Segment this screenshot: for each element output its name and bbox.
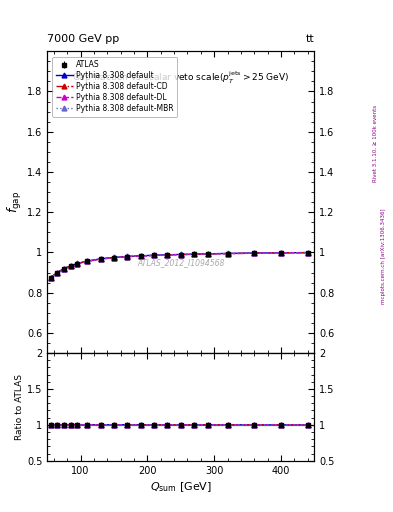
Pythia 8.308 default (165, 252, 170, 258)
Text: Gap fraction vs scalar veto scale($p_T^{\rm jets}>25$ GeV): Gap fraction vs scalar veto scale($p_T^{… (72, 69, 289, 86)
Pythia 8.308 default-DL (68, 263, 73, 269)
Pythia 8.308 default-MBR (55, 270, 60, 276)
Pythia 8.308 default (192, 251, 196, 258)
Pythia 8.308 default-MBR (75, 261, 80, 267)
Pythia 8.308 default-DL (55, 270, 60, 276)
Pythia 8.308 default-DL (178, 251, 183, 258)
Pythia 8.308 default-MBR (68, 263, 73, 269)
Line: Pythia 8.308 default-MBR: Pythia 8.308 default-MBR (48, 250, 310, 281)
Line: Pythia 8.308 default-DL: Pythia 8.308 default-DL (48, 250, 310, 281)
X-axis label: $Q_\mathrm{sum}$ [GeV]: $Q_\mathrm{sum}$ [GeV] (150, 480, 212, 494)
Pythia 8.308 default (98, 256, 103, 262)
Pythia 8.308 default-MBR (98, 256, 103, 262)
Pythia 8.308 default-MBR (279, 250, 283, 256)
Pythia 8.308 default-MBR (178, 251, 183, 258)
Pythia 8.308 default-DL (85, 258, 90, 264)
Pythia 8.308 default-CD (75, 261, 80, 267)
Pythia 8.308 default-CD (85, 258, 90, 264)
Pythia 8.308 default-DL (98, 256, 103, 262)
Pythia 8.308 default-MBR (305, 249, 310, 255)
Text: 7000 GeV pp: 7000 GeV pp (47, 33, 119, 44)
Pythia 8.308 default-DL (305, 249, 310, 255)
Pythia 8.308 default (279, 250, 283, 256)
Pythia 8.308 default-MBR (48, 275, 53, 281)
Pythia 8.308 default-CD (252, 250, 257, 257)
Pythia 8.308 default-MBR (252, 250, 257, 257)
Pythia 8.308 default-CD (165, 252, 170, 258)
Pythia 8.308 default-MBR (165, 252, 170, 258)
Pythia 8.308 default-MBR (152, 252, 156, 259)
Pythia 8.308 default-MBR (192, 251, 196, 258)
Y-axis label: Ratio to ATLAS: Ratio to ATLAS (15, 374, 24, 440)
Pythia 8.308 default-MBR (61, 266, 66, 272)
Pythia 8.308 default-CD (279, 250, 283, 256)
Pythia 8.308 default (85, 258, 90, 264)
Pythia 8.308 default-DL (61, 266, 66, 272)
Pythia 8.308 default-DL (48, 275, 53, 281)
Pythia 8.308 default (138, 253, 143, 259)
Pythia 8.308 default-CD (112, 254, 116, 261)
Pythia 8.308 default-MBR (138, 253, 143, 259)
Pythia 8.308 default (305, 249, 310, 255)
Pythia 8.308 default-MBR (112, 254, 116, 261)
Pythia 8.308 default (152, 252, 156, 258)
Pythia 8.308 default-MBR (85, 259, 90, 265)
Pythia 8.308 default-CD (225, 250, 230, 257)
Pythia 8.308 default-DL (165, 252, 170, 258)
Pythia 8.308 default-DL (225, 250, 230, 257)
Pythia 8.308 default (55, 269, 60, 275)
Pythia 8.308 default-DL (138, 253, 143, 259)
Text: ATLAS_2012_I1094568: ATLAS_2012_I1094568 (137, 258, 224, 267)
Pythia 8.308 default-DL (205, 251, 210, 257)
Pythia 8.308 default-CD (61, 266, 66, 272)
Pythia 8.308 default-CD (152, 252, 156, 259)
Line: Pythia 8.308 default-CD: Pythia 8.308 default-CD (48, 250, 310, 280)
Pythia 8.308 default (61, 265, 66, 271)
Text: mcplots.cern.ch [arXiv:1306.3436]: mcplots.cern.ch [arXiv:1306.3436] (381, 208, 386, 304)
Pythia 8.308 default (75, 261, 80, 267)
Text: Rivet 3.1.10, ≥ 100k events: Rivet 3.1.10, ≥ 100k events (373, 105, 378, 182)
Pythia 8.308 default (125, 253, 130, 260)
Pythia 8.308 default-DL (252, 250, 257, 257)
Pythia 8.308 default-DL (112, 254, 116, 261)
Text: tt: tt (306, 33, 314, 44)
Pythia 8.308 default (205, 251, 210, 257)
Pythia 8.308 default (178, 251, 183, 258)
Pythia 8.308 default-CD (48, 274, 53, 281)
Pythia 8.308 default-DL (152, 252, 156, 259)
Pythia 8.308 default (112, 254, 116, 261)
Pythia 8.308 default-CD (305, 249, 310, 255)
Pythia 8.308 default (252, 250, 257, 256)
Pythia 8.308 default-DL (279, 250, 283, 256)
Pythia 8.308 default-CD (98, 256, 103, 262)
Pythia 8.308 default (68, 263, 73, 269)
Pythia 8.308 default-CD (138, 253, 143, 259)
Legend: ATLAS, Pythia 8.308 default, Pythia 8.308 default-CD, Pythia 8.308 default-DL, P: ATLAS, Pythia 8.308 default, Pythia 8.30… (52, 56, 177, 117)
Pythia 8.308 default-CD (178, 251, 183, 258)
Pythia 8.308 default-MBR (205, 251, 210, 257)
Y-axis label: $f_\mathrm{gap}$: $f_\mathrm{gap}$ (6, 191, 24, 214)
Pythia 8.308 default-MBR (125, 253, 130, 260)
Pythia 8.308 default (225, 250, 230, 257)
Pythia 8.308 default-CD (68, 263, 73, 269)
Line: Pythia 8.308 default: Pythia 8.308 default (48, 250, 310, 280)
Pythia 8.308 default-DL (75, 261, 80, 267)
Pythia 8.308 default-MBR (225, 250, 230, 257)
Pythia 8.308 default-CD (125, 253, 130, 260)
Pythia 8.308 default-CD (205, 251, 210, 257)
Pythia 8.308 default-DL (192, 251, 196, 258)
Pythia 8.308 default-DL (125, 253, 130, 260)
Pythia 8.308 default-CD (192, 251, 196, 258)
Pythia 8.308 default-CD (55, 270, 60, 276)
Pythia 8.308 default (48, 274, 53, 281)
